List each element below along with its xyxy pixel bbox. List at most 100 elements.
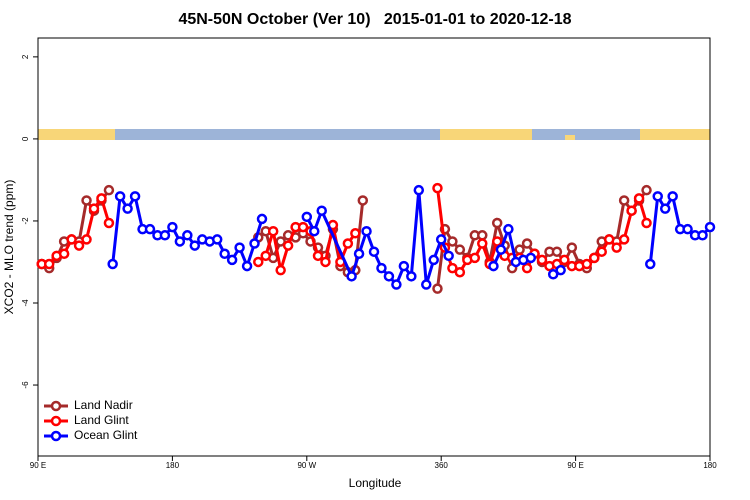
point xyxy=(559,254,570,266)
point xyxy=(174,236,186,247)
point xyxy=(503,223,514,235)
land-strip xyxy=(640,129,710,140)
point xyxy=(551,246,563,257)
legend-label: Land Nadir xyxy=(74,398,133,412)
point xyxy=(129,191,141,202)
point xyxy=(667,191,678,202)
legend-marker xyxy=(50,430,62,442)
point xyxy=(66,234,77,245)
point xyxy=(547,269,559,280)
x-tick-label: 180 xyxy=(703,461,717,470)
point xyxy=(495,244,507,255)
x-tick-label: 90 E xyxy=(30,461,46,470)
point xyxy=(81,234,92,245)
point xyxy=(219,248,230,260)
point xyxy=(626,205,637,216)
y-axis-label: XCO2 - MLO trend (ppm) xyxy=(2,180,16,315)
point xyxy=(697,230,708,241)
y-tick-label: -4 xyxy=(21,299,30,307)
point xyxy=(555,264,566,276)
point xyxy=(58,248,70,260)
point xyxy=(43,258,55,270)
point xyxy=(566,242,578,253)
point xyxy=(189,240,201,251)
point xyxy=(253,256,264,268)
point xyxy=(421,279,432,290)
point xyxy=(641,217,652,229)
point xyxy=(234,242,245,253)
point xyxy=(312,250,324,262)
land-strip xyxy=(38,129,115,140)
point xyxy=(297,221,309,233)
point xyxy=(361,225,372,237)
point xyxy=(603,234,615,245)
x-tick-label: 360 xyxy=(435,461,449,470)
point xyxy=(211,234,223,245)
point xyxy=(383,271,395,282)
point xyxy=(122,203,133,214)
point xyxy=(346,271,357,282)
point xyxy=(103,184,115,196)
point xyxy=(432,283,443,294)
point xyxy=(641,184,652,196)
point xyxy=(428,254,439,266)
point xyxy=(88,203,100,214)
point xyxy=(226,254,238,266)
point xyxy=(413,184,425,196)
point xyxy=(301,211,313,223)
point xyxy=(144,223,156,235)
point xyxy=(73,240,85,251)
point xyxy=(398,260,410,272)
point xyxy=(406,271,417,282)
x-tick-label: 90 W xyxy=(297,461,316,470)
y-tick-label: -6 xyxy=(21,381,30,389)
point xyxy=(256,213,268,225)
point xyxy=(659,203,671,214)
point xyxy=(618,195,630,206)
point xyxy=(491,217,503,229)
point xyxy=(596,246,607,257)
y-tick-label: 2 xyxy=(21,54,30,59)
land-strip xyxy=(565,135,575,140)
point xyxy=(521,262,533,274)
point xyxy=(159,230,171,241)
point xyxy=(249,238,260,249)
point xyxy=(96,193,107,204)
point xyxy=(316,205,327,216)
point xyxy=(581,258,593,270)
point xyxy=(260,250,271,262)
point xyxy=(167,221,178,233)
point xyxy=(491,236,503,247)
point xyxy=(447,262,458,274)
point xyxy=(469,252,481,264)
point xyxy=(454,244,466,255)
legend-label: Land Glint xyxy=(74,413,129,427)
legend-marker xyxy=(50,400,62,412)
point xyxy=(103,217,115,229)
point xyxy=(81,195,92,206)
y-tick-label: -2 xyxy=(21,217,30,225)
point xyxy=(536,254,548,266)
x-axis-label: Longitude xyxy=(349,476,402,490)
y-tick-label: 0 xyxy=(21,136,30,141)
point xyxy=(435,234,447,245)
point xyxy=(477,238,488,249)
point xyxy=(645,258,656,270)
point xyxy=(267,225,279,237)
point xyxy=(682,223,693,235)
point xyxy=(633,193,645,204)
point xyxy=(447,236,458,247)
point xyxy=(525,252,537,264)
point xyxy=(353,248,365,260)
point xyxy=(589,252,600,264)
chart-title: 45N-50N October (Ver 10) 2015-01-01 to 2… xyxy=(178,11,571,28)
point xyxy=(241,260,253,272)
point xyxy=(376,262,387,274)
point xyxy=(107,258,118,270)
point xyxy=(350,228,361,239)
point xyxy=(488,260,499,272)
point xyxy=(477,230,488,241)
point xyxy=(357,195,369,206)
legend-label: Ocean Glint xyxy=(74,428,138,442)
ocean-strip xyxy=(38,129,710,140)
